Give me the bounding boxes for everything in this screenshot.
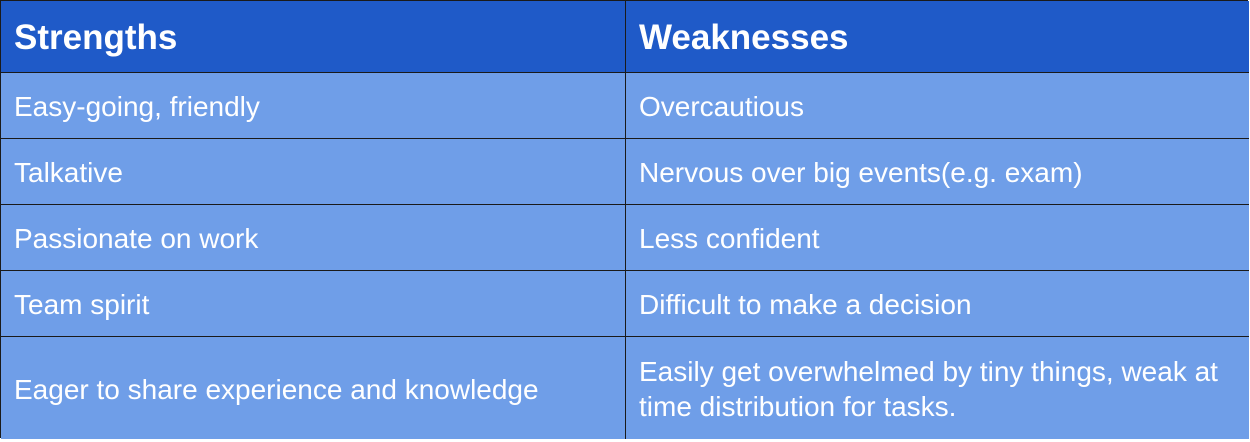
strength-cell-4: Team spirit xyxy=(1,271,626,337)
strength-cell-3: Passionate on work xyxy=(1,205,626,271)
strength-cell-2: Talkative xyxy=(1,139,626,205)
header-strengths: Strengths xyxy=(1,1,626,73)
strength-cell-5: Eager to share experience and knowledge xyxy=(1,337,626,439)
weakness-cell-3: Less confident xyxy=(626,205,1249,271)
header-weaknesses: Weaknesses xyxy=(626,1,1249,73)
weakness-cell-2: Nervous over big events(e.g. exam) xyxy=(626,139,1249,205)
weakness-cell-5: Easily get overwhelmed by tiny things, w… xyxy=(626,337,1249,439)
weakness-cell-1: Overcautious xyxy=(626,73,1249,139)
weakness-cell-4: Difficult to make a decision xyxy=(626,271,1249,337)
strength-cell-1: Easy-going, friendly xyxy=(1,73,626,139)
